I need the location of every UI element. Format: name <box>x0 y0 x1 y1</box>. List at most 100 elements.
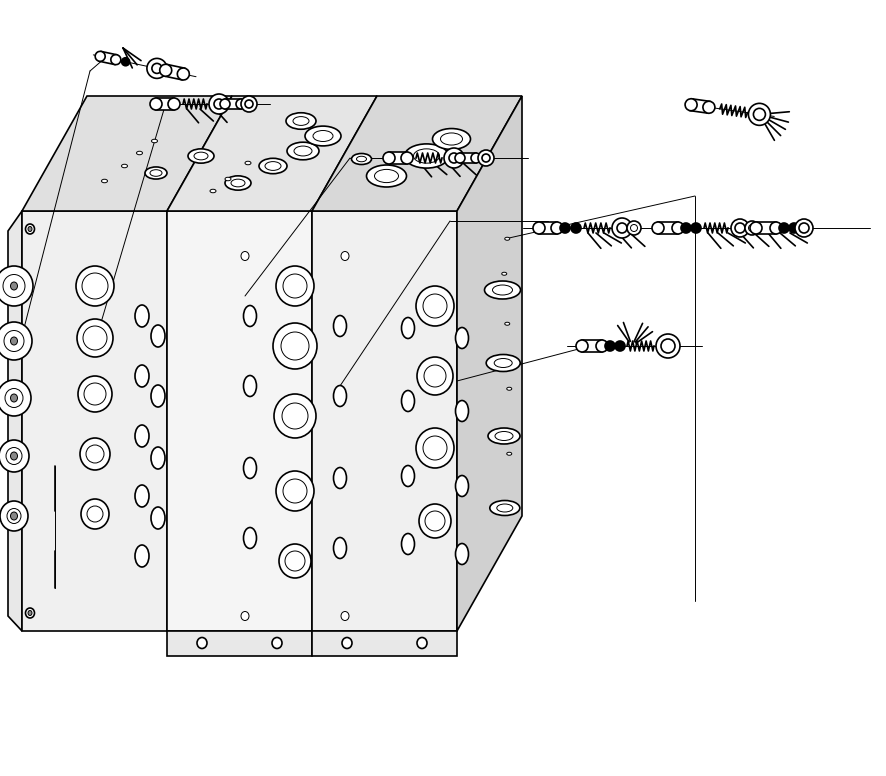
Ellipse shape <box>225 176 251 190</box>
Ellipse shape <box>151 507 165 529</box>
Ellipse shape <box>416 428 454 468</box>
Ellipse shape <box>351 154 371 165</box>
Ellipse shape <box>3 275 25 297</box>
Ellipse shape <box>283 274 307 298</box>
Ellipse shape <box>273 323 316 369</box>
Ellipse shape <box>383 152 394 164</box>
Polygon shape <box>167 96 377 211</box>
Ellipse shape <box>0 380 31 416</box>
Ellipse shape <box>82 273 108 299</box>
Ellipse shape <box>136 151 143 154</box>
Ellipse shape <box>152 139 158 143</box>
Polygon shape <box>22 96 232 211</box>
Ellipse shape <box>236 99 245 109</box>
Ellipse shape <box>11 337 18 345</box>
Ellipse shape <box>470 153 480 163</box>
Ellipse shape <box>484 281 520 299</box>
Ellipse shape <box>748 103 770 126</box>
Ellipse shape <box>424 365 446 387</box>
Ellipse shape <box>144 167 167 179</box>
Polygon shape <box>539 222 556 234</box>
Ellipse shape <box>151 325 165 347</box>
Ellipse shape <box>28 611 32 615</box>
Ellipse shape <box>356 156 366 161</box>
Ellipse shape <box>241 611 249 621</box>
Polygon shape <box>156 98 174 110</box>
Ellipse shape <box>702 101 714 113</box>
Ellipse shape <box>423 294 447 318</box>
Polygon shape <box>689 99 709 113</box>
Ellipse shape <box>0 501 28 531</box>
Ellipse shape <box>272 638 282 649</box>
Ellipse shape <box>147 58 167 78</box>
Ellipse shape <box>313 130 332 141</box>
Ellipse shape <box>135 545 149 567</box>
Ellipse shape <box>487 428 519 444</box>
Ellipse shape <box>209 94 229 114</box>
Ellipse shape <box>366 165 406 187</box>
Ellipse shape <box>11 282 18 290</box>
Ellipse shape <box>501 272 506 275</box>
Ellipse shape <box>333 538 346 559</box>
Ellipse shape <box>550 222 563 234</box>
Ellipse shape <box>333 316 346 337</box>
Ellipse shape <box>282 403 307 429</box>
Ellipse shape <box>423 436 447 460</box>
Ellipse shape <box>424 511 445 531</box>
Ellipse shape <box>26 608 35 618</box>
Ellipse shape <box>230 179 245 187</box>
Ellipse shape <box>197 638 206 649</box>
Ellipse shape <box>455 327 468 348</box>
Ellipse shape <box>305 126 340 146</box>
Ellipse shape <box>401 534 414 555</box>
Polygon shape <box>99 51 117 64</box>
Ellipse shape <box>340 251 348 261</box>
Ellipse shape <box>276 471 314 511</box>
Ellipse shape <box>571 223 580 233</box>
Ellipse shape <box>734 223 744 233</box>
Ellipse shape <box>494 431 512 441</box>
Ellipse shape <box>293 146 312 156</box>
Ellipse shape <box>401 466 414 487</box>
Ellipse shape <box>135 485 149 507</box>
Ellipse shape <box>76 266 114 306</box>
Ellipse shape <box>11 512 18 520</box>
Ellipse shape <box>87 506 103 522</box>
Ellipse shape <box>440 133 462 145</box>
Ellipse shape <box>210 189 216 192</box>
Ellipse shape <box>265 161 281 171</box>
Ellipse shape <box>333 467 346 489</box>
Ellipse shape <box>245 161 251 165</box>
Ellipse shape <box>617 223 626 233</box>
Ellipse shape <box>4 331 24 352</box>
Ellipse shape <box>444 148 463 168</box>
Ellipse shape <box>244 458 256 479</box>
Ellipse shape <box>730 219 748 237</box>
Ellipse shape <box>151 385 165 407</box>
Ellipse shape <box>276 266 314 306</box>
Ellipse shape <box>83 326 107 350</box>
Ellipse shape <box>150 170 162 176</box>
Ellipse shape <box>400 152 413 164</box>
Ellipse shape <box>152 64 162 74</box>
Ellipse shape <box>11 452 18 460</box>
Polygon shape <box>456 96 522 631</box>
Ellipse shape <box>413 149 439 163</box>
Ellipse shape <box>611 218 632 238</box>
Ellipse shape <box>595 340 607 352</box>
Ellipse shape <box>496 504 512 512</box>
Ellipse shape <box>292 116 308 126</box>
Ellipse shape <box>188 149 214 163</box>
Ellipse shape <box>86 445 104 463</box>
Polygon shape <box>657 222 677 234</box>
Ellipse shape <box>559 223 570 233</box>
Ellipse shape <box>481 154 489 162</box>
Ellipse shape <box>455 400 468 421</box>
Polygon shape <box>167 631 312 656</box>
Polygon shape <box>225 99 241 109</box>
Ellipse shape <box>241 96 257 112</box>
Ellipse shape <box>532 222 544 234</box>
Polygon shape <box>581 340 602 352</box>
Ellipse shape <box>744 221 758 235</box>
Ellipse shape <box>680 223 690 233</box>
